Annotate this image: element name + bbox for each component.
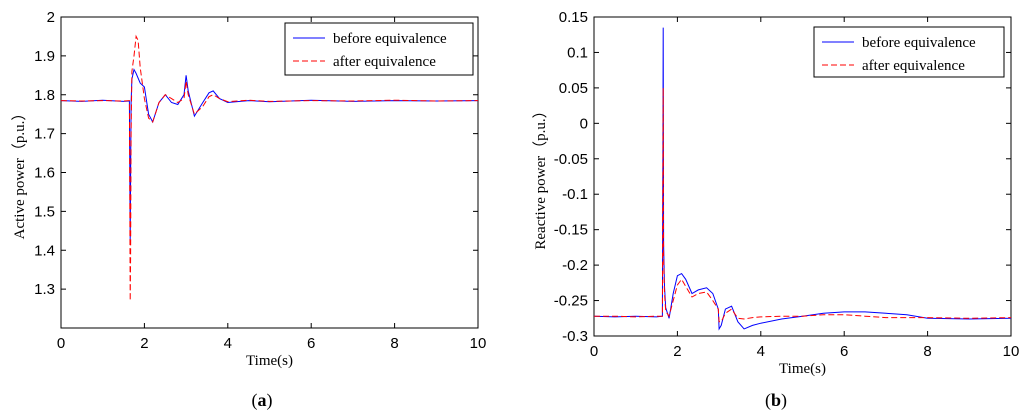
legend-entry-label: after equivalence bbox=[862, 58, 965, 74]
x-tick-label: 6 bbox=[307, 335, 315, 352]
y-tick-label: 1.4 bbox=[34, 242, 55, 259]
y-tick-label: -0.2 bbox=[562, 257, 588, 274]
x-axis-label: Time(s) bbox=[246, 353, 293, 369]
series-line-after-equivalence bbox=[594, 87, 1011, 323]
x-tick-label: 10 bbox=[470, 335, 487, 352]
x-tick-label: 10 bbox=[1003, 343, 1020, 360]
legend-box bbox=[813, 26, 1005, 78]
x-tick-label: 0 bbox=[590, 343, 598, 360]
y-tick-label: 0.1 bbox=[567, 44, 588, 61]
y-axis-label: Reactive power（p.u.） bbox=[532, 103, 549, 249]
legend-entry-label: before equivalence bbox=[862, 35, 976, 51]
y-tick-label: 0.15 bbox=[559, 9, 588, 26]
y-tick-label: 1.3 bbox=[34, 281, 55, 298]
y-tick-label: 1.9 bbox=[34, 48, 55, 65]
x-tick-label: 4 bbox=[757, 343, 765, 360]
x-tick-label: 6 bbox=[840, 343, 848, 360]
y-tick-label: 1.6 bbox=[34, 165, 55, 182]
y-axis-label: Active power（p.u.） bbox=[11, 106, 28, 240]
y-tick-label: 0.05 bbox=[559, 80, 588, 97]
legend: before equivalence after equivalence bbox=[284, 22, 474, 76]
y-tick-label: 1.5 bbox=[34, 203, 55, 220]
x-tick-label: 8 bbox=[923, 343, 931, 360]
x-tick-label: 2 bbox=[140, 335, 148, 352]
x-axis-label: Time(s) bbox=[779, 361, 826, 377]
legend: before equivalence after equivalence bbox=[813, 26, 1005, 78]
y-tick-label: -0.3 bbox=[562, 328, 588, 345]
y-tick-label: -0.05 bbox=[554, 151, 588, 168]
series-line-after-equivalence bbox=[61, 34, 478, 301]
panel-caption: (b) bbox=[765, 390, 787, 411]
y-tick-label: 2 bbox=[47, 9, 55, 26]
y-tick-label: 0 bbox=[580, 115, 588, 132]
legend-entry-label: before equivalence bbox=[333, 31, 447, 47]
legend-box bbox=[284, 22, 474, 76]
legend-entry-label: after equivalence bbox=[333, 54, 436, 70]
series-line-before-equivalence bbox=[61, 68, 478, 243]
y-tick-label: -0.25 bbox=[554, 293, 588, 310]
chart-a: 0 2 4 6 8 10 1.3 1.4 1.5 1.6 1.7 1.8 1.9 2 Time(s) Acti… bbox=[11, 9, 486, 411]
y-tick-label: 1.8 bbox=[34, 87, 55, 104]
x-tick-label: 2 bbox=[673, 343, 681, 360]
y-tick-label: -0.15 bbox=[554, 222, 588, 239]
chart-b: 0 2 4 6 8 10 -0.3 -0.25 -0.2 -0.15 -0.1 -0.05 0 0.05 0… bbox=[532, 9, 1019, 411]
y-tick-label: 1.7 bbox=[34, 126, 55, 143]
panel-caption: (a) bbox=[252, 390, 273, 411]
x-tick-label: 8 bbox=[390, 335, 398, 352]
x-tick-label: 0 bbox=[57, 335, 65, 352]
x-tick-label: 4 bbox=[224, 335, 232, 352]
y-tick-label: -0.1 bbox=[562, 186, 588, 203]
